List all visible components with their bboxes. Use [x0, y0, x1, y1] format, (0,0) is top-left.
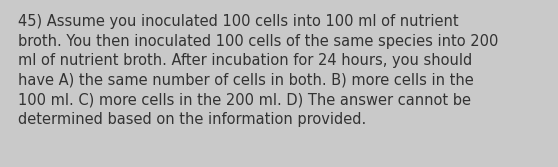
Text: 45) Assume you inoculated 100 cells into 100 ml of nutrient
broth. You then inoc: 45) Assume you inoculated 100 cells into… [18, 14, 498, 127]
